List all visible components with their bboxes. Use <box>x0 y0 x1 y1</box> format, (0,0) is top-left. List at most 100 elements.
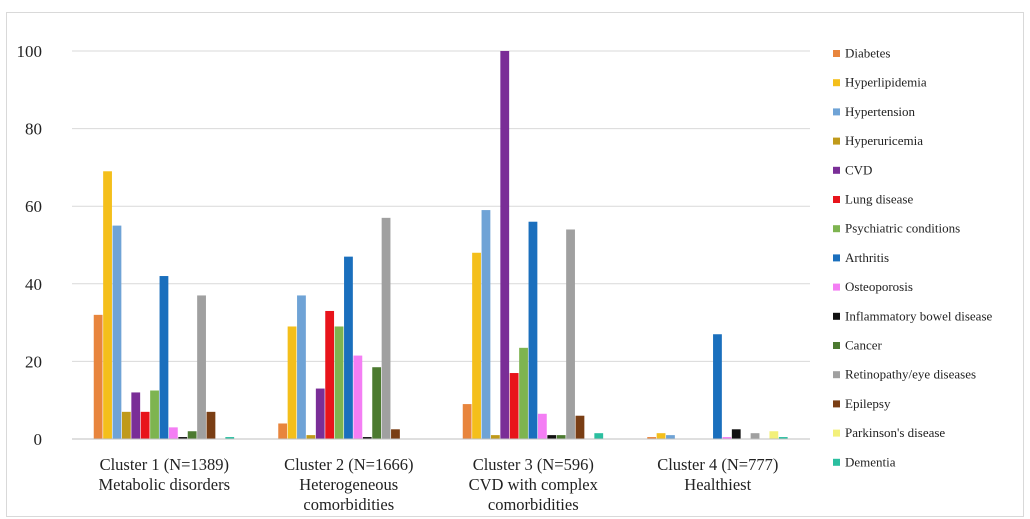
y-tick-label: 20 <box>25 352 42 371</box>
bar <box>112 225 122 439</box>
bar <box>537 413 547 439</box>
legend-swatch <box>833 254 840 262</box>
x-tick-label: Cluster 2 (N=1666) <box>284 455 413 474</box>
bar <box>325 310 335 439</box>
bar <box>121 411 131 439</box>
legend-label: Dementia <box>845 454 896 469</box>
chart-frame <box>6 12 1024 517</box>
legend-swatch <box>833 458 840 466</box>
x-tick-label: comorbidities <box>488 495 579 514</box>
legend-swatch <box>833 429 840 437</box>
bar <box>750 433 760 439</box>
legend-swatch <box>833 166 840 174</box>
legend-label: Hyperuricemia <box>845 133 923 148</box>
legend-swatch <box>833 400 840 408</box>
bar <box>391 429 400 439</box>
legend-swatch <box>833 225 840 233</box>
legend-label: Psychiatric conditions <box>845 221 960 236</box>
bar <box>168 427 178 439</box>
legend-label: Epilepsy <box>845 396 891 411</box>
legend-label: Hyperlipidemia <box>845 75 927 90</box>
bar <box>656 433 666 439</box>
x-tick-label: Cluster 4 (N=777) <box>657 455 778 474</box>
legend-swatch <box>833 342 840 349</box>
bar <box>315 388 325 439</box>
bar <box>547 435 557 439</box>
x-tick-label: Cluster 3 (N=596) <box>473 455 594 474</box>
bar <box>140 411 150 439</box>
bar <box>575 415 585 439</box>
bar <box>769 431 779 439</box>
legend-swatch <box>833 196 840 203</box>
bar <box>528 221 538 439</box>
bar <box>381 217 391 439</box>
bar <box>131 392 141 439</box>
bar <box>344 256 353 439</box>
bar <box>197 295 206 439</box>
y-tick-label: 0 <box>34 430 43 449</box>
bar <box>481 210 491 439</box>
legend-swatch <box>833 371 840 379</box>
bar <box>500 51 510 439</box>
y-tick-label: 100 <box>17 42 43 61</box>
bar <box>334 326 344 439</box>
legend-label: Cancer <box>845 338 882 353</box>
bar <box>372 367 382 439</box>
legend-swatch <box>833 79 840 87</box>
axis-layer: 0 20 40 60 80 100 Cluster 1 (N=1389)Metabolic … <box>17 42 810 514</box>
legend-label: Inflammatory bowel disease <box>845 308 993 323</box>
y-tick-label: 60 <box>25 197 42 216</box>
legend-label: Arthritis <box>845 250 889 265</box>
legend-swatch <box>833 283 840 291</box>
bar <box>713 334 722 439</box>
y-tick-label: 40 <box>25 275 42 294</box>
bar <box>187 431 197 439</box>
bar <box>150 390 159 439</box>
legend-swatch <box>833 108 840 116</box>
legend: Diabetes Hyperlipidemia Hypertension Hyperu… <box>833 46 993 469</box>
legend-label: Diabetes <box>845 46 890 61</box>
bar <box>159 276 169 439</box>
legend-label: Hypertension <box>845 104 916 119</box>
bar <box>519 347 528 439</box>
bar <box>225 437 235 439</box>
bar <box>731 429 741 439</box>
legend-label: Retinopathy/eye diseases <box>845 367 976 382</box>
y-tick-label: 80 <box>25 120 42 139</box>
bar <box>647 437 657 439</box>
bar <box>462 404 472 439</box>
bar <box>103 171 112 439</box>
x-tick-label: Cluster 1 (N=1389) <box>100 455 229 474</box>
bar <box>472 252 481 439</box>
bar <box>509 373 519 439</box>
bar <box>206 411 216 439</box>
bar <box>178 437 188 439</box>
legend-swatch <box>833 312 840 320</box>
bar <box>287 326 297 439</box>
x-tick-label: Metabolic disorders <box>98 475 230 494</box>
legend-swatch <box>833 137 840 145</box>
bar <box>666 435 675 439</box>
bar <box>594 433 604 439</box>
bar <box>297 295 306 439</box>
bar <box>362 437 372 439</box>
legend-label: CVD <box>845 162 872 177</box>
bar <box>556 435 566 439</box>
x-tick-label: comorbidities <box>303 495 394 514</box>
grid-layer <box>72 50 810 362</box>
bar <box>93 314 103 439</box>
x-tick-label: CVD with complex <box>469 475 599 494</box>
bar <box>566 229 575 439</box>
legend-label: Parkinson's disease <box>845 425 945 440</box>
bar <box>278 423 288 439</box>
bar <box>722 437 732 439</box>
bar <box>778 437 788 439</box>
legend-label: Lung disease <box>845 192 913 207</box>
bar <box>490 435 500 439</box>
x-tick-label: Heterogeneous <box>299 475 398 494</box>
legend-label: Osteoporosis <box>845 279 913 294</box>
bar <box>353 355 363 439</box>
bars-layer <box>93 51 788 439</box>
bar <box>306 435 316 439</box>
